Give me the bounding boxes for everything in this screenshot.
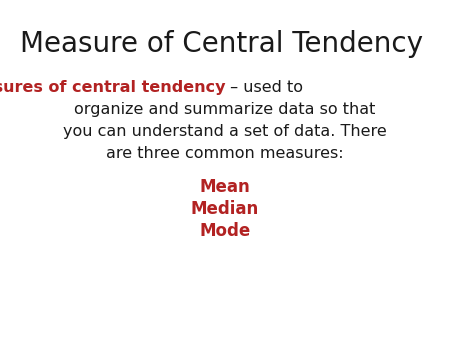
- Text: Mean: Mean: [200, 178, 250, 196]
- Text: Mode: Mode: [199, 222, 251, 240]
- Text: you can understand a set of data. There: you can understand a set of data. There: [63, 124, 387, 139]
- Text: Measure of Central Tendency: Measure of Central Tendency: [20, 30, 423, 58]
- Text: – used to: – used to: [225, 80, 303, 95]
- Text: are three common measures:: are three common measures:: [106, 146, 344, 161]
- Text: Median: Median: [191, 200, 259, 218]
- Text: organize and summarize data so that: organize and summarize data so that: [74, 102, 376, 117]
- Text: Measures of central tendency: Measures of central tendency: [0, 80, 225, 95]
